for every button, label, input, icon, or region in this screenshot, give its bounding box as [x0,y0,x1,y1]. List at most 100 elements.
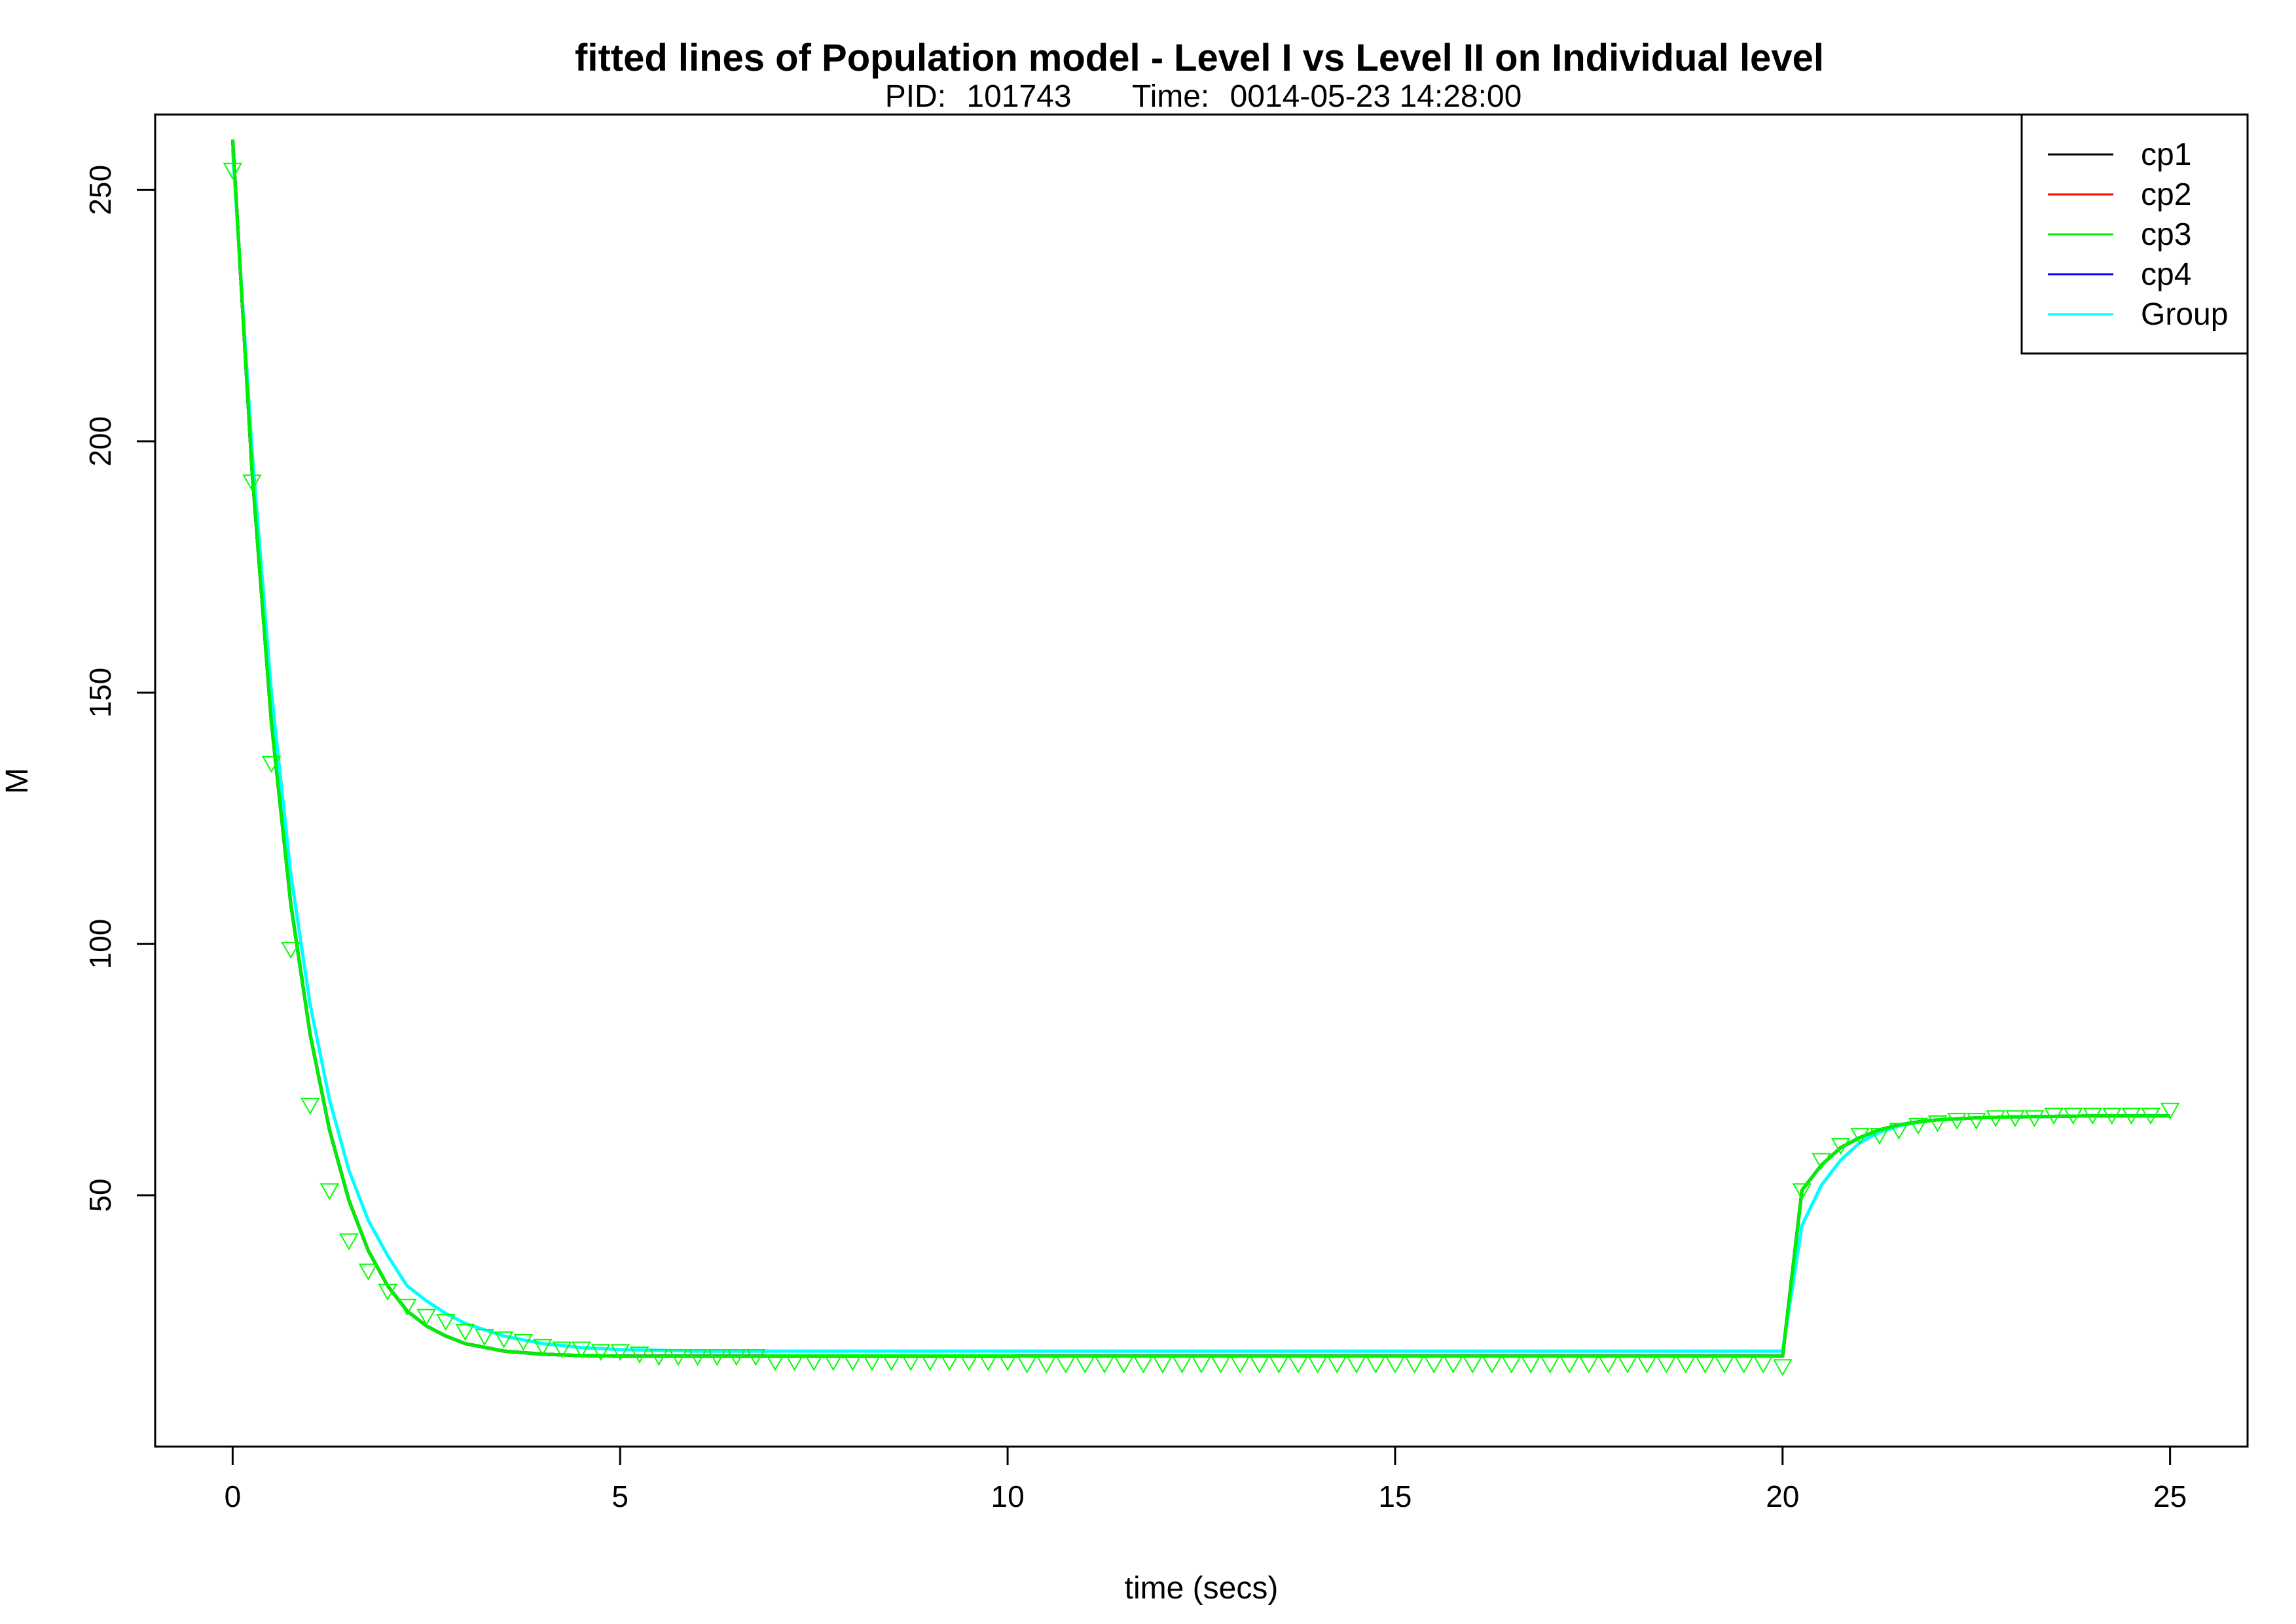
observation-point [2044,1108,2064,1125]
observation-point [591,1344,611,1362]
observation-point [1482,1356,1502,1374]
observation-point [610,1344,630,1362]
observation-point [881,1354,902,1371]
observation-point [242,474,262,492]
observation-point [1676,1356,1696,1374]
observation-point [978,1354,998,1371]
observation-point [261,755,282,773]
x-tick-label: 5 [611,1479,629,1513]
observation-point [339,1233,359,1251]
observation-point [2102,1108,2122,1125]
observation-point [1908,1117,1928,1135]
observation-point [1637,1356,1657,1374]
observation-point [281,942,301,959]
observation-point [687,1349,708,1366]
observation-point [959,1354,979,1371]
observation-point [1927,1115,1948,1132]
observation-point [1366,1356,1386,1374]
observation-point [843,1354,863,1371]
observation-point [630,1346,649,1363]
y-tick-label: 100 [83,919,117,969]
observation-point [1017,1356,1037,1374]
observation-point [1579,1356,1599,1374]
observation-point [2005,1110,2025,1128]
observation-point [1966,1113,1986,1130]
y-tick-label: 250 [83,165,117,215]
observation-point [746,1349,766,1366]
legend: cp1 cp2 cp3 cp4 Group [2020,113,2249,355]
observation-point [1559,1356,1579,1374]
observation-point [223,162,243,180]
observation-point [1598,1356,1618,1374]
chart-title: fitted lines of Population model - Level… [575,37,1824,79]
x-tick-label: 25 [2153,1479,2187,1513]
time-value: 0014-05-23 14:28:00 [1230,79,1522,114]
plot-lines [230,139,2170,1358]
x-tick-label: 20 [1766,1479,1799,1513]
observation-point [765,1354,785,1371]
observation-point [707,1349,727,1366]
observation-point [1540,1356,1560,1374]
observation-point [552,1341,572,1359]
y-tick-label: 50 [83,1178,117,1212]
observation-point [416,1308,437,1326]
observation-point [1192,1356,1211,1374]
observation-point [2141,1108,2160,1125]
observation-point [1947,1113,1967,1130]
observation-point [1404,1356,1425,1374]
observation-point [998,1354,1017,1371]
observation-point [1695,1356,1715,1374]
observation-point [1463,1356,1483,1374]
observation-point [1347,1356,1366,1374]
observation-point [1850,1128,1870,1145]
x-tick-label: 10 [991,1479,1024,1513]
observation-point [804,1354,824,1371]
x-tick-label: 15 [1378,1479,1412,1513]
observation-point [2083,1108,2102,1125]
legend-label-cp1: cp1 [2141,137,2191,172]
observation-point [1656,1356,1676,1374]
observation-point [1269,1356,1289,1374]
observation-point [572,1341,591,1359]
observation-point [1715,1356,1734,1374]
observation-point [1792,1183,1812,1200]
observation-point [319,1183,340,1200]
observation-point [1056,1356,1076,1374]
observation-point [1075,1356,1095,1374]
x-axis: 0 5 10 15 20 25 [225,1447,2187,1513]
y-axis-label: M [0,768,35,794]
pid-label: PID: [885,79,946,114]
observation-point [1250,1356,1269,1374]
observation-point [824,1354,843,1371]
observation-point [455,1324,475,1341]
x-axis-label: time (secs) [1125,1571,1279,1606]
legend-label-cp3: cp3 [2141,217,2191,252]
observation-point [1424,1356,1444,1374]
observation-point [513,1333,533,1351]
observation-point [901,1354,920,1371]
observation-point [358,1263,378,1281]
observation-point [784,1354,805,1371]
legend-label-group: Group [2141,297,2228,332]
plot-frame [154,113,2249,1448]
observation-point [920,1354,940,1371]
observation-point [378,1284,397,1301]
y-tick-label: 200 [83,416,117,467]
observation-point [1753,1356,1773,1374]
observation-point [1521,1356,1540,1374]
observation-point [1114,1356,1134,1374]
observation-point [1172,1356,1192,1374]
observation-point [1831,1138,1851,1155]
observation-point [1095,1356,1114,1374]
observation-point [1036,1356,1056,1374]
observation-point [2121,1108,2141,1125]
series-line-cp3 [230,139,2170,1358]
y-axis: 50 100 150 200 250 [83,165,155,1212]
observation-point [1443,1356,1463,1374]
plot-points [223,162,2180,1377]
observation-point [1230,1356,1250,1374]
observation-point [397,1299,417,1316]
observation-point [668,1349,688,1366]
